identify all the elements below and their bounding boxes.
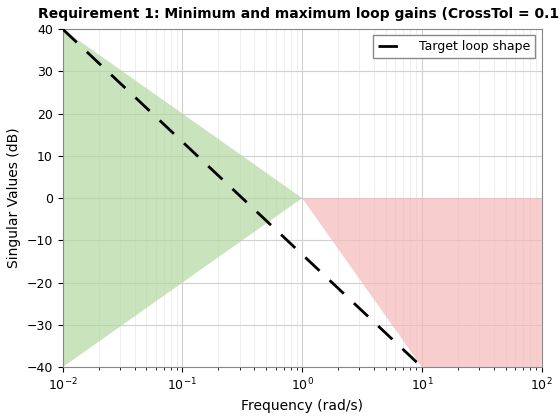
Title: Requirement 1: Minimum and maximum loop gains (CrossTol = 0.1): Requirement 1: Minimum and maximum loop … <box>39 7 560 21</box>
X-axis label: Frequency (rad/s): Frequency (rad/s) <box>241 399 363 413</box>
Legend: Target loop shape: Target loop shape <box>373 35 535 58</box>
Y-axis label: Singular Values (dB): Singular Values (dB) <box>7 128 21 268</box>
Polygon shape <box>63 29 302 367</box>
Polygon shape <box>302 198 542 367</box>
